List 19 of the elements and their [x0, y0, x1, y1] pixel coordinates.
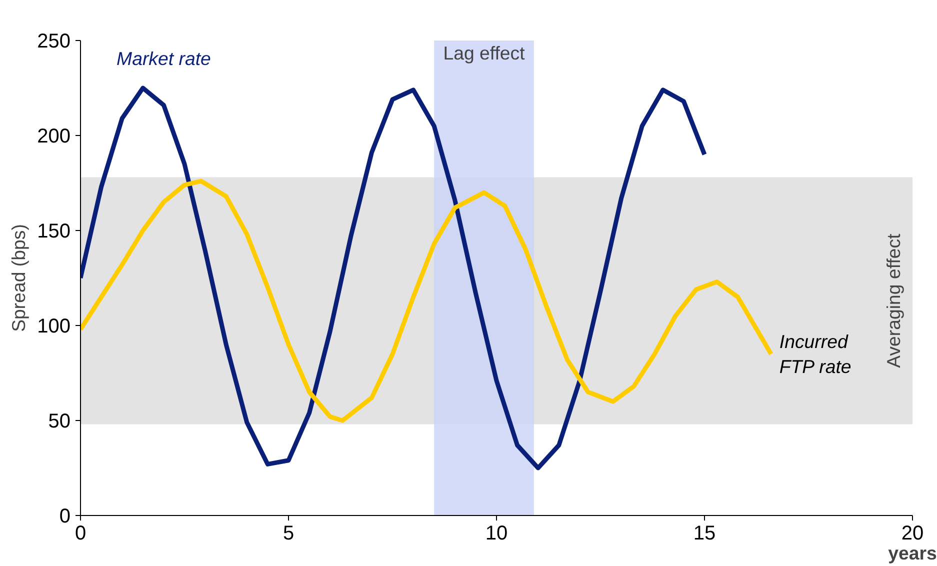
band-label: Averaging effect	[883, 232, 904, 368]
x-axis-title: years	[888, 542, 937, 564]
y-tick-label: 250	[37, 30, 71, 52]
y-tick-label: 50	[48, 410, 71, 432]
x-tick-label: 0	[74, 522, 86, 544]
y-tick-label: 200	[37, 126, 71, 148]
x-tick-label: 5	[282, 522, 294, 544]
line-series	[80, 178, 774, 423]
series-label: Incurred FTP rate	[779, 330, 852, 378]
y-tick-label: 150	[37, 220, 71, 242]
x-tick-label: 20	[901, 522, 924, 544]
series-label: Market rate	[116, 48, 211, 69]
y-axis-title: Spread (bps)	[8, 224, 30, 332]
line-series	[80, 86, 707, 470]
x-tick-label: 15	[693, 522, 716, 544]
x-tick-label: 10	[485, 522, 508, 544]
y-tick-label: 0	[59, 506, 70, 528]
band-label: Lag effect	[443, 42, 526, 64]
y-tick-label: 100	[37, 316, 71, 338]
